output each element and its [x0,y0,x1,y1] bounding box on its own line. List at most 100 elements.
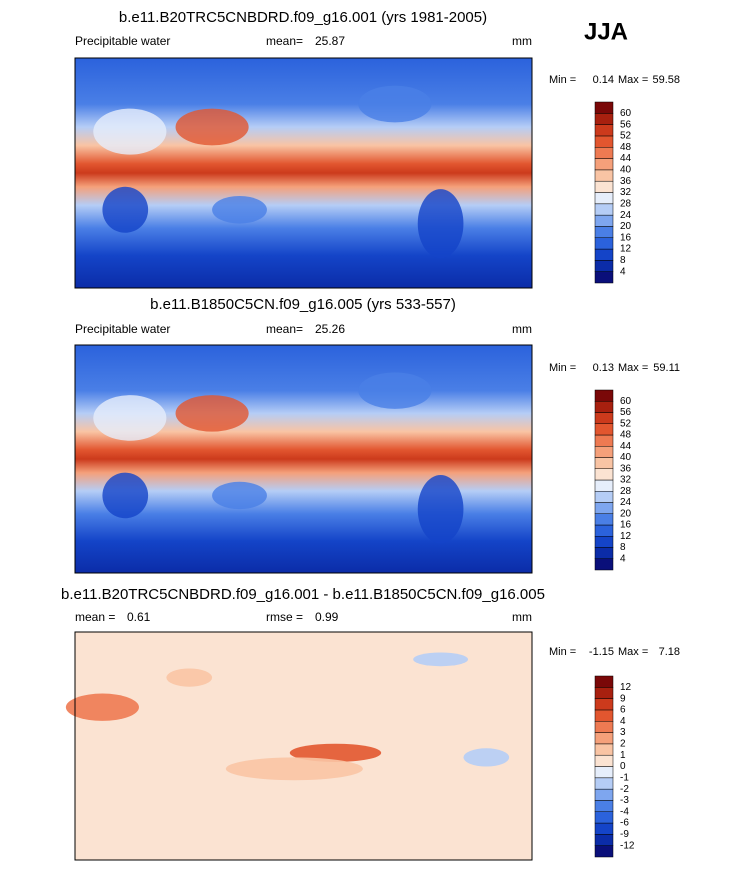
map-feature [358,372,432,409]
left-label: Precipitable water [75,34,170,48]
min-value: 0.13 [593,362,614,374]
colorbar-label: 20 [620,508,632,519]
colorbar-box [594,800,614,812]
colorbar-label: 8 [620,542,626,553]
colorbar-label: 24 [620,210,632,221]
colorbar-label: 60 [620,396,632,407]
colorbar-box [594,732,614,745]
colorbar-box [594,675,614,688]
map-feature [212,481,267,510]
colorbar-label: 24 [620,497,632,508]
min-label: Min = [549,362,576,374]
colorbar-box [594,271,614,284]
map-frame [74,57,533,289]
panel-title: b.e11.B20TRC5CNBDRD.f09_g16.001 (yrs 198… [119,9,487,26]
colorbar-label: 12 [620,244,632,255]
colorbar-label: 1 [620,750,626,761]
map-feature [102,186,149,233]
map-feature [65,693,139,721]
map-feature [93,395,167,441]
colorbar-box [594,687,614,699]
max-value: 59.58 [652,74,680,86]
colorbar-box [594,536,614,548]
units: mm [512,322,532,336]
colorbar-box [594,743,614,756]
map-frame [74,344,533,574]
colorbar-box [594,401,614,413]
min-label: Min = [549,646,576,658]
map-feature [358,85,432,123]
colorbar-box [594,412,614,424]
colorbar-box [594,502,614,514]
season-badge: JJA [584,18,628,45]
colorbar-box [594,423,614,436]
colorbar-box [594,169,614,182]
colorbar-label: 56 [620,119,632,130]
left-label: mean = [75,610,115,624]
stat-label: mean= [266,34,303,48]
colorbar-label: -3 [620,795,629,806]
colorbar-label: 48 [620,142,632,153]
colorbar-box [594,192,614,205]
map-field [75,345,532,573]
colorbar-box [594,709,614,722]
colorbar-label: -12 [620,840,635,851]
colorbar-box [594,457,614,469]
colorbar-box [594,524,614,537]
colorbar-label: 4 [620,553,626,564]
colorbar-box [594,158,614,171]
map-field [75,632,532,860]
colorbar-label: -9 [620,829,629,840]
colorbar-label: 2 [620,739,626,750]
colorbar-box [594,845,614,858]
stat-value: 0.99 [315,610,339,624]
panel-title: b.e11.B1850C5CN.f09_g16.005 (yrs 533-557… [150,296,456,313]
map-feature [93,108,167,155]
min-value: 0.14 [593,74,614,86]
colorbar-label: 4 [620,266,626,277]
colorbar-box [594,389,614,402]
map-feature [175,108,249,146]
colorbar-box [594,124,614,137]
map-feature [166,668,213,687]
colorbar-label: -6 [620,818,629,829]
colorbar-box [594,721,614,733]
colorbar-box [594,513,614,526]
map-feature [289,743,382,762]
colorbar-box [594,811,614,824]
colorbar-label: 12 [620,682,632,693]
stat-label: mean= [266,322,303,336]
colorbar-box [594,180,614,193]
map-feature [225,757,363,781]
map-feature [212,196,267,224]
colorbar-box [594,547,614,559]
colorbar-box [594,248,614,261]
colorbar-box [594,147,614,159]
colorbar-label: 16 [620,520,632,531]
colorbar-box [594,766,614,779]
colorbar-box [594,834,614,846]
colorbar-label: 12 [620,531,632,542]
stat-value: 25.87 [315,34,345,48]
colorbar-box [594,754,614,767]
max-label: Max = [618,74,648,86]
map-feature [102,472,149,519]
colorbar-box [594,101,614,114]
colorbar-box [594,113,614,125]
stat-value: 25.26 [315,322,345,336]
min-value: -1.15 [589,646,614,658]
colorbar-box [594,434,614,447]
units: mm [512,610,532,624]
colorbar-label: 8 [620,255,626,266]
colorbar-label: 60 [620,108,632,119]
colorbar-label: -4 [620,806,629,817]
colorbar-box [594,135,614,148]
colorbar-label: 9 [620,693,626,704]
colorbar-label: 40 [620,165,632,176]
colorbar-box [594,226,614,238]
colorbar-label: 32 [620,187,632,198]
colorbar-label: 40 [620,452,632,463]
colorbar-box [594,777,614,790]
colorbar-label: 4 [620,716,626,727]
units: mm [512,34,532,48]
